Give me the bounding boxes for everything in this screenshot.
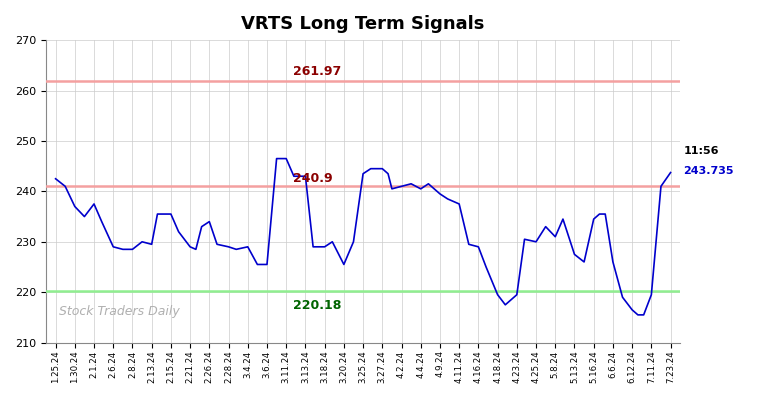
Title: VRTS Long Term Signals: VRTS Long Term Signals: [241, 15, 485, 33]
Text: 261.97: 261.97: [293, 64, 342, 78]
Text: 243.735: 243.735: [684, 166, 734, 176]
Text: Stock Traders Daily: Stock Traders Daily: [59, 305, 180, 318]
Text: 220.18: 220.18: [293, 299, 342, 312]
Text: 11:56: 11:56: [684, 146, 719, 156]
Text: 240.9: 240.9: [293, 172, 333, 185]
